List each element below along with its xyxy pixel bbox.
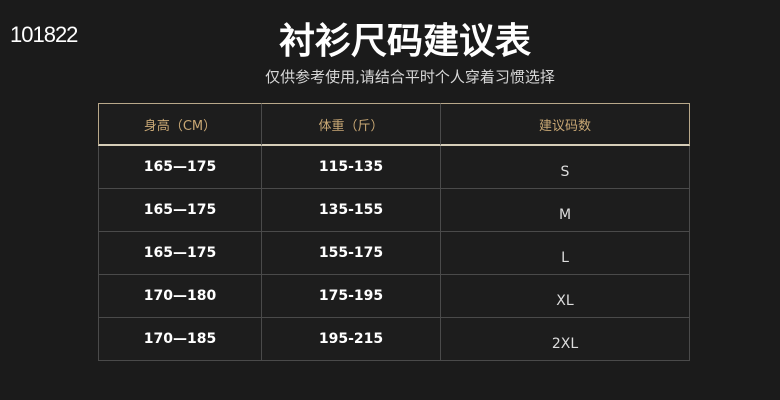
height-cell: 170—180 — [98, 275, 262, 318]
size-cell: M — [441, 189, 690, 232]
height-cell: 165—175 — [98, 189, 262, 232]
height-cell: 165—175 — [98, 146, 262, 189]
size-cell: L — [441, 232, 690, 275]
weight-cell: 195-215 — [262, 318, 441, 361]
page-title: 衬衫尺码建议表 — [278, 21, 531, 62]
corner-number: 101822 — [10, 22, 78, 47]
weight-cell: 175-195 — [262, 275, 441, 318]
weight-cell: 135-155 — [262, 189, 441, 232]
size-cell: S — [441, 146, 690, 189]
size-table: 身高（CM） 体重（斤） 建议码数 165—175 115-135 S 165—175… — [98, 103, 690, 361]
height-cell: 165—175 — [98, 232, 262, 275]
size-cell: XL — [441, 275, 690, 318]
header-height: 身高（CM） — [98, 103, 262, 146]
weight-cell: 115-135 — [262, 146, 441, 189]
weight-cell: 155-175 — [262, 232, 441, 275]
page-subtitle: 仅供参考使用,请结合平时个人穿着习惯选择 — [265, 68, 555, 86]
height-cell: 170—185 — [98, 318, 262, 361]
size-cell: 2XL — [441, 318, 690, 361]
header-size: 建议码数 — [441, 103, 690, 146]
header-weight: 体重（斤） — [262, 103, 441, 146]
